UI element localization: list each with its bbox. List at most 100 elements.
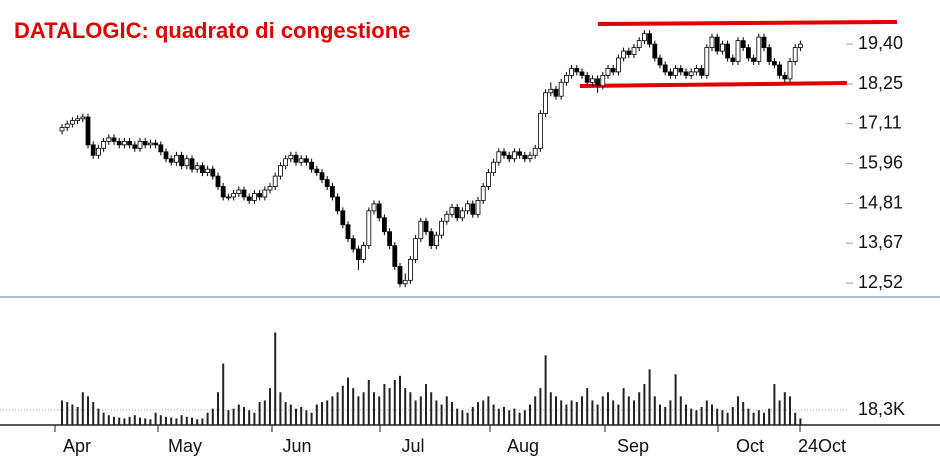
volume-bar <box>544 355 547 425</box>
volume-bar <box>92 402 95 425</box>
candle-body <box>610 68 616 73</box>
y-tick-label: 19,40 <box>858 33 903 53</box>
candle-body <box>761 36 767 48</box>
candle-body <box>720 43 725 52</box>
volume-bar <box>87 396 89 425</box>
candle-body <box>564 74 569 83</box>
volume-tick-label: 18,3K <box>858 399 905 419</box>
volume-bar <box>435 400 438 425</box>
x-tick-label: Jun <box>282 436 311 456</box>
volume-bar <box>461 410 464 425</box>
volume-bar <box>778 400 781 425</box>
candle-body <box>621 50 626 59</box>
volume-bar <box>783 392 786 425</box>
x-tick-label: Sep <box>617 436 649 456</box>
volume-bar <box>425 384 427 425</box>
volume-bar <box>695 410 698 425</box>
volume-bar <box>643 384 646 425</box>
volume-bar <box>123 418 126 425</box>
candle-body <box>205 168 211 174</box>
y-tick-label: 13,67 <box>858 232 903 252</box>
candle-body <box>407 259 413 281</box>
volume-bar <box>284 402 287 425</box>
volume-bar <box>113 416 115 425</box>
candle-body <box>595 78 600 87</box>
candle-body <box>459 210 465 219</box>
candle-body <box>522 154 528 160</box>
candle-body <box>553 88 559 97</box>
volume-bar <box>409 392 412 425</box>
candle-body <box>366 210 372 246</box>
candle-body <box>485 172 491 187</box>
volume-bar <box>487 396 490 425</box>
y-tick-label: 14,81 <box>858 192 903 212</box>
volume-bar <box>248 410 251 425</box>
volume-bar <box>347 377 349 425</box>
volume-bar <box>742 402 745 425</box>
volume-bar <box>81 392 84 425</box>
candle-body <box>267 186 273 191</box>
candle-body <box>496 151 502 163</box>
candle-body <box>397 266 403 285</box>
candle-body <box>647 33 652 45</box>
volume-bar <box>445 396 448 425</box>
candle-body <box>90 144 96 156</box>
y-tick-label: 17,11 <box>858 112 902 132</box>
chart-title: DATALOGIC: quadrato di congestione <box>14 18 410 43</box>
candle-body <box>714 36 720 52</box>
volume-bar <box>107 415 110 425</box>
volume-bar <box>362 392 365 425</box>
volume-bar <box>477 402 479 425</box>
candle-body <box>173 154 179 163</box>
volume-bar <box>700 406 703 425</box>
volume-bar <box>71 404 74 425</box>
candle-body <box>340 210 346 226</box>
volume-bar <box>799 418 802 425</box>
candle-body <box>475 200 481 215</box>
volume-bar <box>705 400 708 425</box>
volume-bar <box>752 412 755 425</box>
volume-bar <box>279 392 282 425</box>
candle-body <box>220 186 226 198</box>
candle-body <box>111 137 117 142</box>
candle-body <box>163 151 169 160</box>
volume-bar <box>388 388 391 425</box>
candle-body <box>751 57 756 62</box>
candle-body <box>392 245 398 267</box>
volume-bar <box>596 404 599 425</box>
volume-bar <box>456 408 459 425</box>
candle-body <box>402 279 408 285</box>
candle-body <box>491 161 497 174</box>
volume-bar <box>430 392 433 425</box>
candle-body <box>241 189 247 198</box>
candle-body <box>688 71 694 76</box>
volume-bar <box>341 385 344 425</box>
candle-body <box>506 154 512 160</box>
candle-body <box>277 165 283 177</box>
volume-bar <box>289 404 292 425</box>
volume-bar <box>102 412 105 425</box>
candle-body <box>532 147 538 156</box>
volume-bar <box>253 412 256 425</box>
candle-body <box>231 193 237 198</box>
candle-body <box>772 61 777 66</box>
volume-bar <box>383 384 386 425</box>
volume-bar <box>263 400 266 425</box>
volume-bar <box>191 417 193 425</box>
volume-bar <box>232 408 235 425</box>
volume-bar <box>321 402 323 425</box>
candle-body <box>746 47 751 59</box>
candle-body <box>168 158 174 163</box>
volume-bar <box>518 412 521 425</box>
candle-body <box>517 151 522 156</box>
candle-body <box>85 116 91 146</box>
candle-body <box>616 57 621 73</box>
volume-bar <box>508 410 511 425</box>
volume-bar <box>685 404 687 425</box>
candle-body <box>636 40 642 48</box>
candle-body <box>782 74 788 80</box>
candle-body <box>439 220 445 236</box>
volume-bar <box>305 410 308 425</box>
candle-body <box>730 57 736 62</box>
